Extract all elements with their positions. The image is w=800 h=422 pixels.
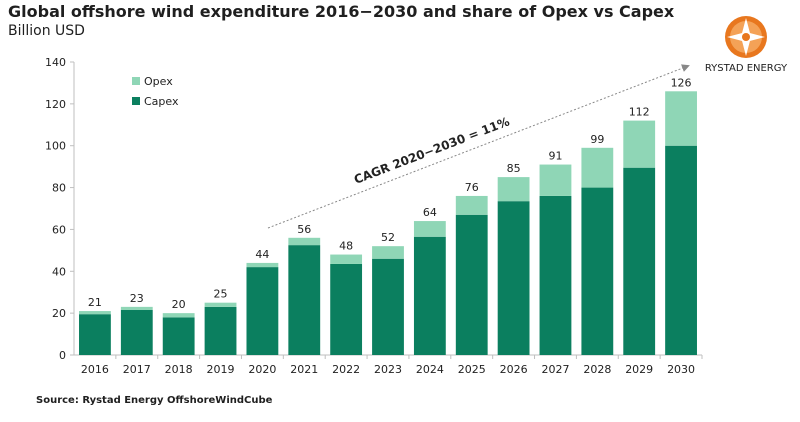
x-tick-label: 2028 xyxy=(583,363,611,376)
bar-opex xyxy=(372,246,404,259)
bar-opex xyxy=(665,91,697,146)
bar-capex xyxy=(497,201,530,355)
bar-capex xyxy=(120,310,153,355)
total-data-label: 76 xyxy=(465,181,479,194)
y-tick-label: 0 xyxy=(59,349,66,362)
total-data-label: 25 xyxy=(214,288,228,301)
bar-opex xyxy=(120,306,153,311)
x-tick-label: 2026 xyxy=(500,363,528,376)
y-tick-label: 40 xyxy=(52,265,66,278)
x-tick-label: 2016 xyxy=(81,363,109,376)
bar-capex xyxy=(246,267,279,355)
bar-opex xyxy=(204,302,237,307)
x-tick-label: 2027 xyxy=(541,363,569,376)
x-tick-label: 2024 xyxy=(416,363,444,376)
bar-opex xyxy=(497,177,530,202)
bar-capex xyxy=(539,195,572,355)
total-data-label: 44 xyxy=(255,248,269,261)
bar-capex xyxy=(79,314,111,355)
logo-text: RYSTAD ENERGY xyxy=(704,63,788,74)
x-tick-label: 2022 xyxy=(332,363,360,376)
x-tick-label: 2029 xyxy=(625,363,653,376)
bar-opex xyxy=(162,313,195,318)
bar-opex xyxy=(413,221,446,237)
total-data-label: 91 xyxy=(548,150,562,163)
bar-opex xyxy=(581,147,614,188)
bar-opex xyxy=(330,254,363,264)
x-tick-label: 2017 xyxy=(123,363,151,376)
bar-capex xyxy=(162,317,195,355)
bar-capex xyxy=(413,236,446,355)
x-tick-label: 2025 xyxy=(458,363,486,376)
total-data-label: 99 xyxy=(590,133,604,146)
rystad-logo: RYSTAD ENERGY xyxy=(696,10,796,80)
y-tick-label: 80 xyxy=(52,182,66,195)
y-tick-label: 20 xyxy=(52,307,66,320)
x-tick-label: 2023 xyxy=(374,363,402,376)
bar-capex xyxy=(665,145,697,355)
y-tick-label: 120 xyxy=(45,98,66,111)
chart-title: Global offshore wind expenditure 2016−20… xyxy=(8,2,675,21)
total-data-label: 23 xyxy=(130,292,144,305)
total-data-label: 20 xyxy=(172,298,186,311)
total-data-label: 48 xyxy=(339,240,353,253)
x-tick-label: 2019 xyxy=(207,363,235,376)
bar-capex xyxy=(581,187,614,355)
bar-capex xyxy=(204,306,237,355)
bar-capex xyxy=(330,263,363,355)
bar-opex xyxy=(246,262,279,268)
cagr-trend-arrow xyxy=(267,64,690,229)
bar-opex xyxy=(539,164,572,196)
total-data-label: 85 xyxy=(507,162,521,175)
x-tick-label: 2018 xyxy=(165,363,193,376)
legend-swatch xyxy=(132,97,140,105)
legend-swatch xyxy=(132,77,140,85)
cagr-annotation: CAGR 2020−2030 = 11% xyxy=(352,114,511,186)
x-tick-label: 2020 xyxy=(248,363,276,376)
total-data-label: 126 xyxy=(671,76,692,89)
bar-opex xyxy=(623,120,656,168)
total-data-label: 64 xyxy=(423,206,437,219)
rystad-compass-logo-icon xyxy=(725,16,767,58)
total-data-label: 21 xyxy=(88,296,102,309)
total-data-label: 56 xyxy=(297,223,311,236)
total-data-label: 112 xyxy=(629,106,650,119)
bar-capex xyxy=(288,245,321,355)
bar-capex xyxy=(455,214,488,355)
y-tick-label: 100 xyxy=(45,140,66,153)
x-tick-label: 2030 xyxy=(667,363,695,376)
legend-label: Opex xyxy=(144,75,173,88)
y-tick-label: 60 xyxy=(52,223,66,236)
bar-opex xyxy=(455,195,488,215)
bar-opex xyxy=(288,237,321,246)
chart-subtitle: Billion USD xyxy=(8,23,85,39)
total-data-label: 52 xyxy=(381,231,395,244)
source-note: Source: Rystad Energy OffshoreWindCube xyxy=(36,395,273,406)
bar-opex xyxy=(79,311,111,315)
bar-capex xyxy=(372,258,404,355)
legend-label: Capex xyxy=(144,95,179,108)
y-tick-label: 140 xyxy=(45,56,66,69)
bar-capex xyxy=(623,167,656,355)
x-tick-label: 2021 xyxy=(290,363,318,376)
